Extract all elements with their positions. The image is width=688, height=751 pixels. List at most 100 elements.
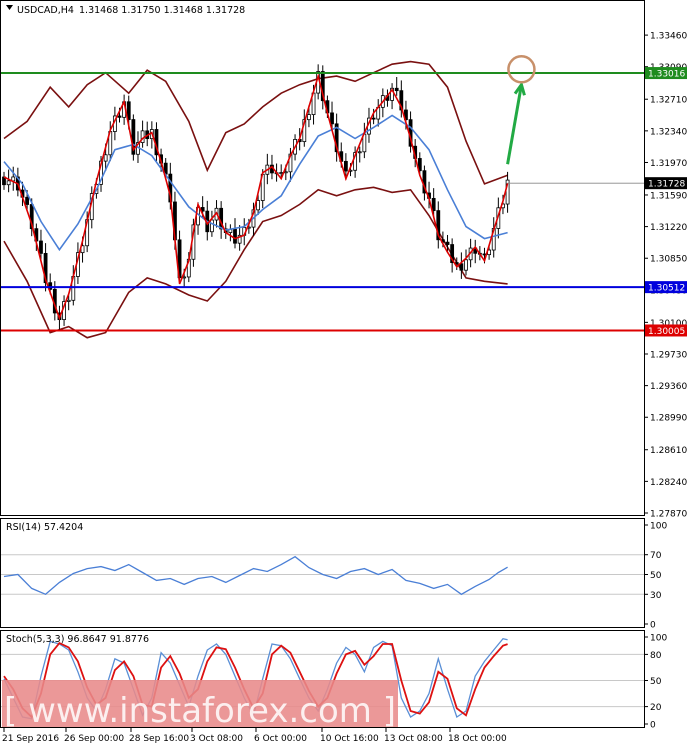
annotations (506, 55, 536, 165)
price-tick-label: 1.32710 (650, 96, 687, 106)
stoch-tick-label: 20 (650, 703, 662, 713)
panel-frames (0, 0, 645, 728)
candle-body (464, 259, 468, 271)
bollinger-upper-line (3, 60, 508, 185)
stoch-tick-label: 80 (650, 651, 662, 661)
rsi-tick-label: 30 (650, 591, 662, 601)
rsi-line (3, 555, 508, 596)
price-tick-label: 1.28990 (650, 414, 687, 424)
price-tick-label: 1.31220 (650, 223, 687, 233)
candle-body (399, 90, 404, 111)
bollinger-lower-line (3, 186, 508, 339)
level-price-tag (645, 281, 687, 294)
candle-body (279, 172, 284, 174)
candle-body (256, 200, 261, 211)
candle-body (330, 112, 334, 125)
candle-body (431, 197, 436, 212)
price-overlay-lines (3, 73, 509, 321)
rsi-axis: 100 70 50 30 0 (644, 522, 667, 631)
ohlc-values: 1.31468 1.31750 1.31468 1.31728 (79, 5, 245, 16)
arrow-head-icon (513, 81, 526, 96)
stoch-tick-label: 100 (650, 634, 667, 644)
candle-body (25, 196, 30, 205)
level-price-label: 1.30512 (648, 284, 685, 294)
candle-body (131, 119, 136, 155)
candle-body (371, 117, 376, 120)
price-tick-label: 1.31590 (650, 191, 687, 201)
candle-body (43, 252, 48, 284)
time-tick-label: 28 Sep 16:00 (129, 734, 189, 744)
candle-body (233, 229, 237, 244)
time-tick-label: 26 Sep 00:00 (64, 734, 124, 744)
candle-body (445, 241, 450, 245)
candle-body (454, 262, 459, 265)
candle-body (417, 158, 422, 172)
price-tick-label: 1.30100 (650, 319, 687, 329)
panel-titles: USDCAD,H4 1.31468 1.31750 1.31468 1.3172… (6, 5, 245, 645)
candle-body (209, 219, 214, 233)
candle-body (283, 171, 288, 174)
watermark-text: [ www.instaforex.com ] (4, 691, 396, 731)
candle-body (66, 299, 71, 302)
watermark-band (2, 680, 398, 727)
bollinger-bands (3, 60, 508, 339)
candle-body (6, 180, 11, 186)
candle-body (357, 151, 362, 154)
watermark: [ www.instaforex.com ] (2, 680, 398, 731)
current-price-label: 1.31728 (648, 180, 685, 190)
candle-body (450, 244, 455, 263)
stoch-title: Stoch(5,3,3) 96.8647 91.8776 (6, 634, 149, 645)
level-price-tag (645, 67, 687, 80)
rsi-tick-label: 100 (650, 522, 667, 532)
rsi-tick-label: 0 (650, 621, 656, 631)
price-tick-label: 1.31970 (650, 159, 687, 169)
price-tick-label: 1.29730 (650, 350, 687, 360)
symbol-label: USDCAD,H4 (17, 5, 74, 16)
candle-body (390, 87, 394, 101)
stoch-axis: 100 80 50 20 0 (644, 634, 667, 731)
time-tick-label: 21 Sep 2016 (2, 734, 59, 744)
candle-body (343, 160, 348, 172)
price-tick-label: 1.33460 (650, 32, 687, 42)
bollinger-middle-line (3, 114, 508, 252)
price-tick-label: 1.30850 (650, 255, 687, 265)
current-price-tag (645, 177, 687, 190)
candle-body (103, 154, 108, 162)
stoch-tick-label: 50 (650, 677, 662, 687)
forecast-arrow (506, 84, 523, 165)
time-tick-label: 3 Oct 08:00 (190, 734, 243, 744)
stoch-tick-label: 0 (650, 721, 656, 731)
fast-ma-line (3, 73, 509, 321)
time-axis: 21 Sep 2016 26 Sep 00:00 28 Sep 16:00 3 Oct… (2, 728, 507, 744)
candle-body (334, 123, 339, 153)
horizontal-levels: 1.33016 1.30512 1.30005 1.31728 (1, 67, 687, 337)
level-price-label: 1.33016 (648, 70, 685, 80)
time-tick-label: 6 Oct 00:00 (254, 734, 307, 744)
candle-body (459, 263, 464, 271)
price-tick-label: 1.27870 (650, 510, 687, 520)
candle-body (29, 204, 34, 230)
candle-body (237, 234, 242, 244)
candle-body (394, 87, 399, 92)
price-tick-label: 1.29360 (650, 382, 687, 392)
price-tick-label: 1.28240 (650, 478, 687, 488)
time-tick-label: 10 Oct 16:00 (320, 734, 379, 744)
price-tick-label: 1.32340 (650, 127, 687, 137)
rsi-series-line (3, 555, 508, 596)
rsi-panel (0, 518, 645, 628)
candle-body (436, 210, 441, 241)
level-price-label: 1.30005 (648, 327, 685, 337)
time-tick-label: 13 Oct 08:00 (384, 734, 443, 744)
time-tick-label: 18 Oct 00:00 (448, 734, 507, 744)
candle-body (39, 240, 43, 254)
rsi-tick-label: 70 (650, 551, 662, 561)
target-circle (507, 55, 536, 84)
rsi-tick-label: 50 (650, 571, 662, 581)
candle-body (117, 115, 122, 118)
level-price-tag (645, 324, 687, 337)
candle-body (126, 101, 131, 120)
dropdown-triangle-icon[interactable] (6, 5, 13, 10)
price-axis: 1.334601.330901.327101.323401.319701.315… (644, 32, 687, 520)
